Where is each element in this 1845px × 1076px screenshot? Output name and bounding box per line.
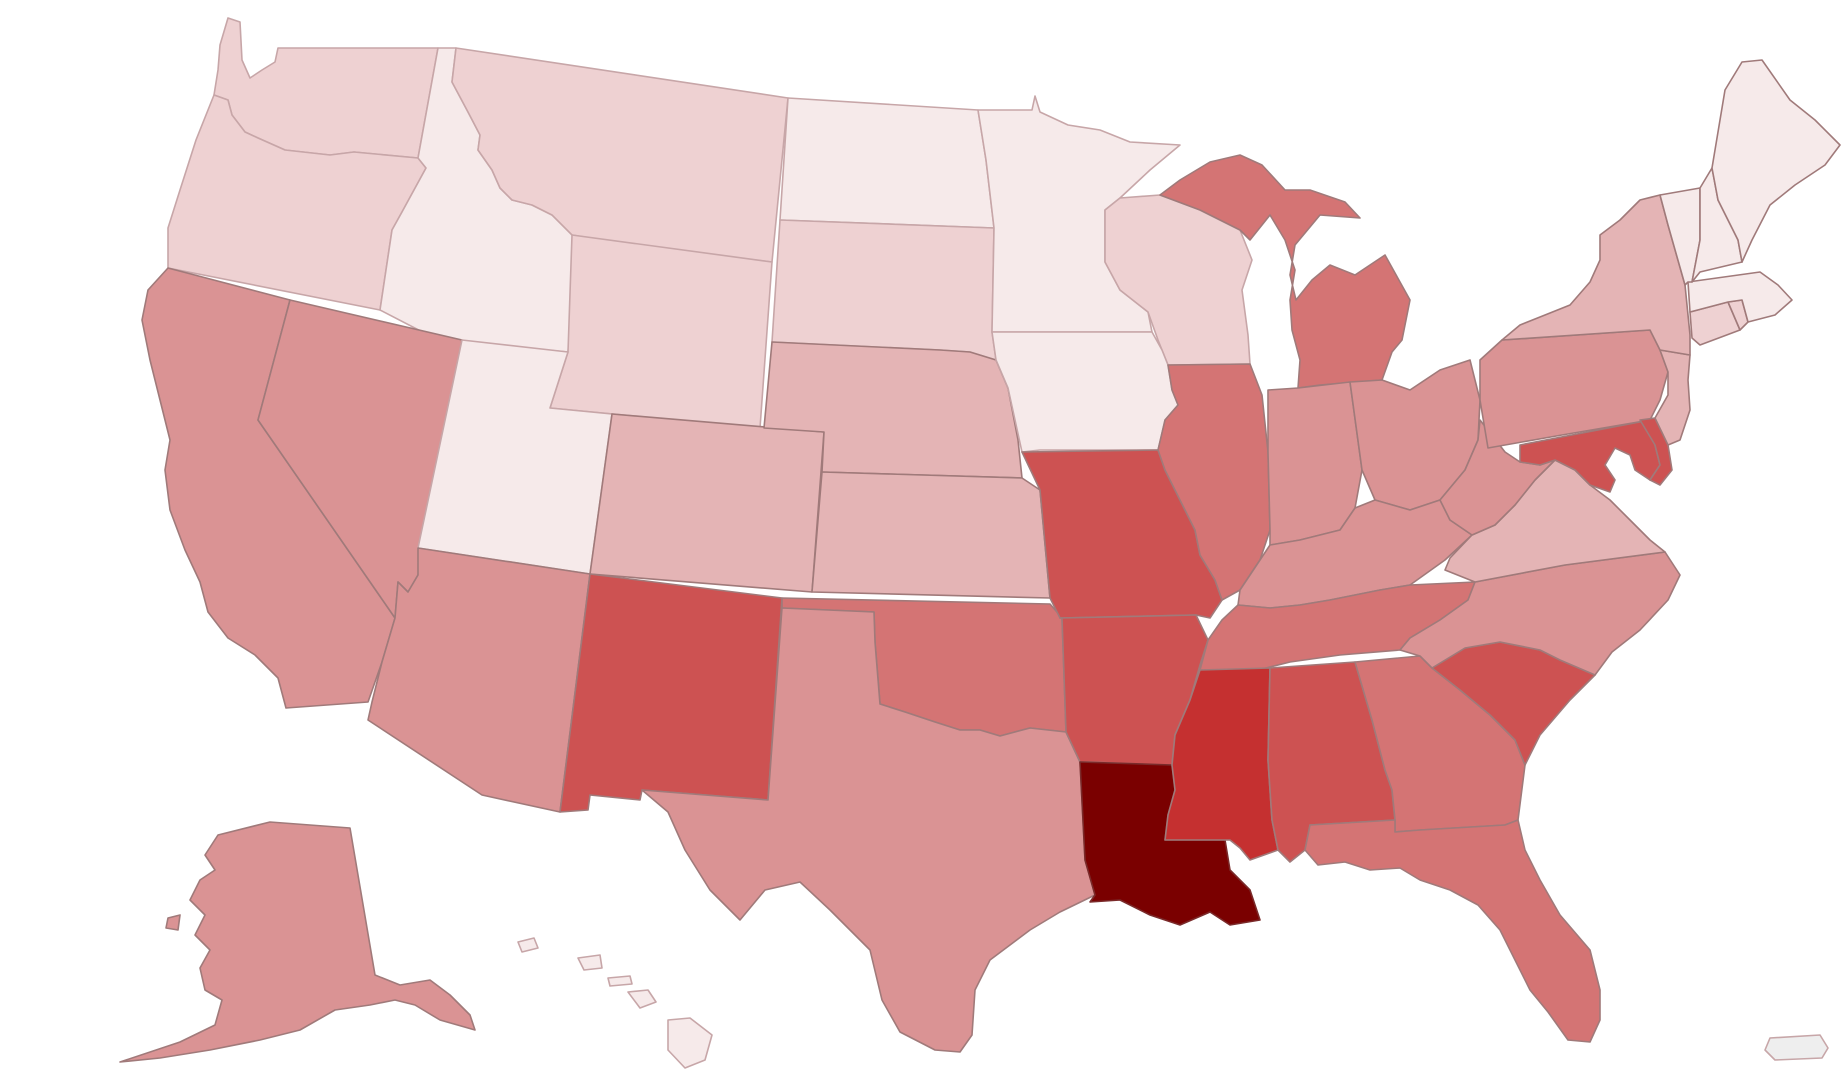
state-hi-big[interactable] [667, 1017, 713, 1069]
state-hi-oahu[interactable] [577, 954, 603, 971]
state-ne[interactable] [763, 341, 1023, 479]
state-hi-molokai[interactable] [607, 975, 633, 987]
state-ak[interactable] [119, 821, 476, 1063]
state-mi[interactable] [1159, 154, 1411, 389]
state-hi-maui[interactable] [627, 989, 657, 1009]
state-wy[interactable] [549, 234, 773, 429]
state-ks[interactable] [811, 471, 1051, 599]
state-co[interactable] [589, 413, 825, 593]
state-az[interactable] [367, 547, 591, 813]
state-ak-island[interactable] [165, 914, 181, 931]
state-hi-kauai[interactable] [517, 937, 539, 953]
state-il[interactable] [1157, 363, 1271, 601]
state-ny[interactable] [1501, 194, 1691, 356]
state-fl[interactable] [1304, 819, 1601, 1043]
state-nm[interactable] [559, 573, 783, 813]
state-sd[interactable] [771, 219, 997, 361]
state-nj[interactable] [1654, 349, 1691, 446]
territory-pr[interactable] [1764, 1034, 1829, 1061]
state-ma[interactable] [1687, 271, 1793, 323]
state-me[interactable] [1711, 59, 1841, 263]
state-nd[interactable] [779, 97, 995, 229]
state-ia[interactable] [991, 331, 1179, 453]
state-tx[interactable] [641, 607, 1096, 1053]
